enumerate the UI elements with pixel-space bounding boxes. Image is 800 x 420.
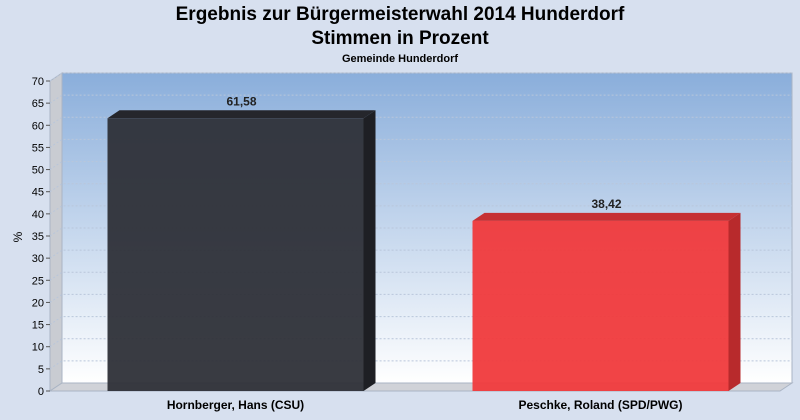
chart-subtitle: Gemeinde Hunderdorf [341,53,459,65]
chart-title-line2: Stimmen in Prozent [311,28,489,49]
y-tick-label: 35 [32,231,44,243]
y-tick-label: 5 [38,364,44,376]
y-tick-label: 10 [32,342,44,354]
grid-line [49,94,792,104]
bar-1 [107,110,376,391]
bar-front [472,220,729,391]
grid-line [49,138,792,148]
bar-side [728,212,741,391]
y-tick-label: 30 [32,253,44,265]
y-tick-label: 20 [32,297,44,309]
y-tick-label: 60 [32,120,44,132]
bars: 61,58 Hornberger, Hans (CSU) 38,42 Peschke,… [107,94,741,412]
bar-top [472,212,741,221]
data-label: 61,58 [226,94,256,108]
bar-front [107,118,364,391]
x-tick-label: Hornberger, Hans (CSU) [167,398,304,412]
grid-line [49,72,792,82]
y-tick-label: 25 [32,275,44,287]
y-tick-label: 65 [32,98,44,110]
y-tick-label: 50 [32,165,44,177]
y-tick-label: 45 [32,187,44,199]
chart-title: Ergebnis zur Bürgermeisterwahl 2014 Hund… [175,4,625,25]
data-label: 38,42 [591,197,621,211]
grid-line [49,161,792,170]
bar-2 [472,212,741,391]
bar-top [107,110,376,119]
plot-left-wall [49,72,63,392]
y-tick-label: 15 [32,320,44,332]
grid-line [49,116,792,126]
y-tick-label: 0 [38,386,44,398]
y-tick-label: 55 [32,142,44,154]
y-axis: 0 5 10 15 20 25 30 35 40 45 50 55 60 65 70 [32,76,50,398]
y-tick-label: 70 [32,76,44,88]
grid-line [49,205,792,215]
x-tick-label: Peschke, Roland (SPD/PWG) [518,398,682,412]
bar-side [363,110,376,391]
y-axis-label: % [11,231,25,242]
y-tick-label: 40 [32,209,44,221]
grid-line [49,183,792,193]
